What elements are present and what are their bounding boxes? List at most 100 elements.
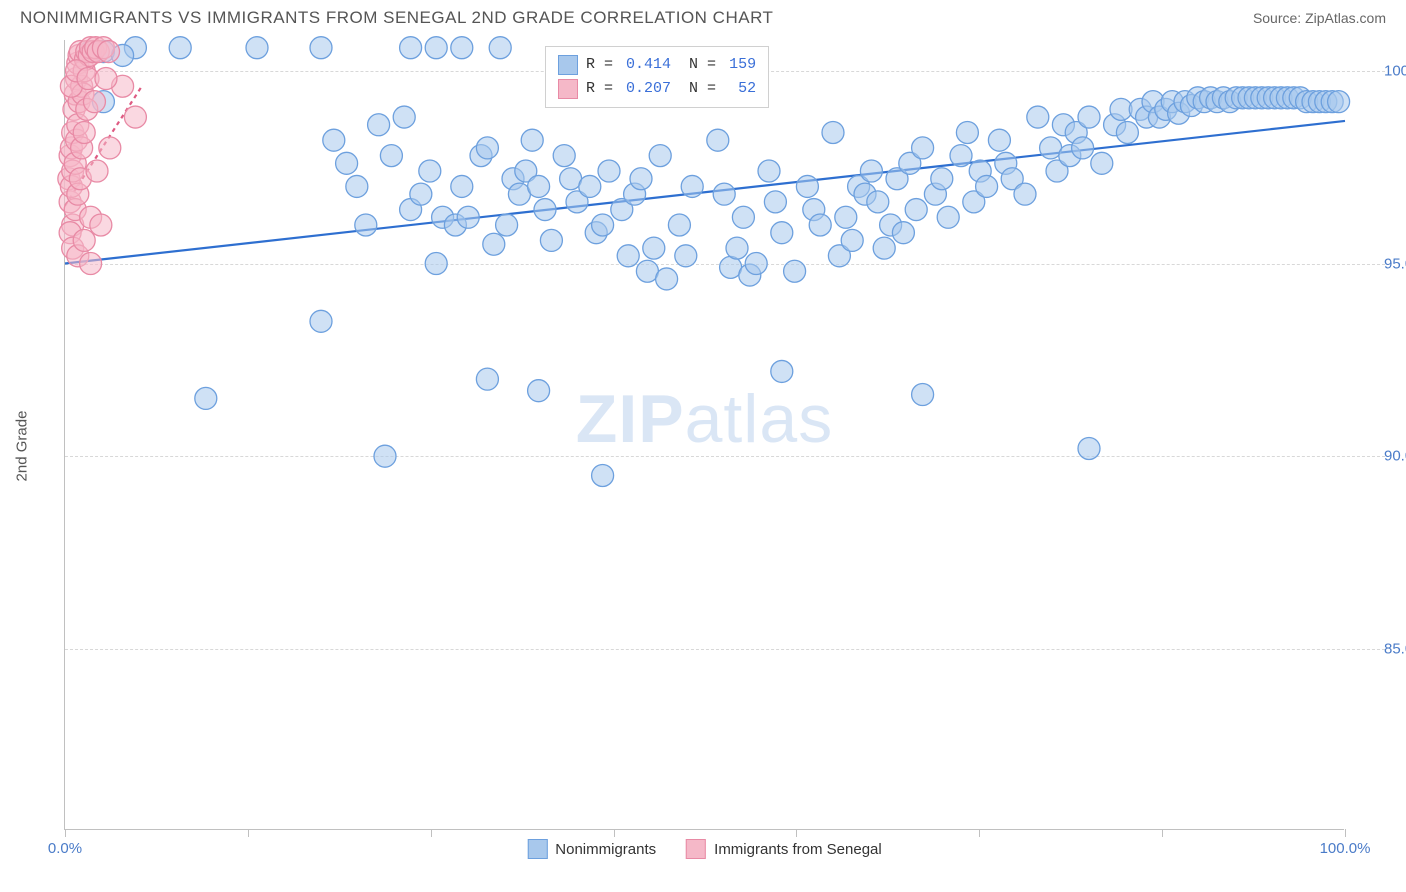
data-point [310, 310, 332, 332]
data-point [380, 145, 402, 167]
data-point [534, 199, 556, 221]
legend-label: Nonimmigrants [555, 841, 656, 858]
x-tick [1345, 829, 1346, 837]
data-point [950, 145, 972, 167]
data-point [410, 183, 432, 205]
data-point [368, 114, 390, 136]
data-point [124, 106, 146, 128]
data-point [553, 145, 575, 167]
data-point [1091, 152, 1113, 174]
data-point [457, 206, 479, 228]
data-point [521, 129, 543, 151]
data-point [451, 175, 473, 197]
data-point [355, 214, 377, 236]
x-tick [248, 829, 249, 837]
data-point [796, 175, 818, 197]
data-point [451, 37, 473, 59]
data-point [374, 445, 396, 467]
data-point [649, 145, 671, 167]
x-tick [614, 829, 615, 837]
data-point [873, 237, 895, 259]
data-point [496, 214, 518, 236]
data-point [73, 121, 95, 143]
y-tick-label: 85.0% [1384, 640, 1406, 657]
x-tick [1162, 829, 1163, 837]
data-point [758, 160, 780, 182]
data-point [956, 121, 978, 143]
data-point [931, 168, 953, 190]
data-point [809, 214, 831, 236]
data-point [95, 68, 117, 90]
data-point [976, 175, 998, 197]
data-point [598, 160, 620, 182]
data-point [905, 199, 927, 221]
data-point [419, 160, 441, 182]
series-legend: Nonimmigrants Immigrants from Senegal [527, 839, 881, 859]
data-point [579, 175, 601, 197]
data-point [822, 121, 844, 143]
data-point [867, 191, 889, 213]
data-point [169, 37, 191, 59]
data-point [643, 237, 665, 259]
data-point [99, 137, 121, 159]
data-point [86, 160, 108, 182]
data-point [425, 37, 447, 59]
data-point [681, 175, 703, 197]
data-point [630, 168, 652, 190]
source-prefix: Source: [1253, 10, 1305, 26]
data-point [912, 137, 934, 159]
x-tick [65, 829, 66, 837]
x-tick [796, 829, 797, 837]
data-point [860, 160, 882, 182]
data-point [73, 229, 95, 251]
data-point [1072, 137, 1094, 159]
chart-container: 85.0%90.0%95.0%100.0% ZIPatlas R = 0.414… [64, 40, 1384, 830]
data-point [83, 91, 105, 113]
data-point [476, 368, 498, 390]
series-legend-item: Immigrants from Senegal [686, 839, 882, 859]
series-legend-item: Nonimmigrants [527, 839, 656, 859]
data-point [764, 191, 786, 213]
data-point [1078, 106, 1100, 128]
y-tick-label: 90.0% [1384, 448, 1406, 465]
data-point [937, 206, 959, 228]
data-point [400, 37, 422, 59]
data-point [425, 253, 447, 275]
legend-row: R = 0.414 N = 159 [558, 53, 756, 77]
legend-swatch [558, 79, 578, 99]
data-point [1027, 106, 1049, 128]
x-tick-label: 100.0% [1320, 840, 1371, 857]
data-point [489, 37, 511, 59]
data-point [483, 233, 505, 255]
data-point [784, 260, 806, 282]
source-name: ZipAtlas.com [1305, 10, 1386, 26]
correlation-legend: R = 0.414 N = 159R = 0.207 N = 52 [545, 46, 769, 108]
data-point [771, 222, 793, 244]
trend-line [65, 121, 1345, 264]
data-point [656, 268, 678, 290]
data-point [988, 129, 1010, 151]
y-axis-label: 2nd Grade [14, 411, 31, 482]
data-point [323, 129, 345, 151]
data-point [668, 214, 690, 236]
data-point [528, 175, 550, 197]
x-tick [979, 829, 980, 837]
data-point [707, 129, 729, 151]
data-point [771, 360, 793, 382]
data-point [346, 175, 368, 197]
y-tick-label: 100.0% [1384, 62, 1406, 79]
data-point [195, 387, 217, 409]
legend-swatch [527, 839, 547, 859]
data-point [1116, 121, 1138, 143]
legend-stats: R = 0.414 N = 159 [586, 53, 756, 77]
data-point [617, 245, 639, 267]
chart-title: NONIMMIGRANTS VS IMMIGRANTS FROM SENEGAL… [20, 8, 773, 28]
scatter-svg [65, 40, 1345, 830]
data-point [726, 237, 748, 259]
source-attribution: Source: ZipAtlas.com [1253, 10, 1386, 26]
data-point [1014, 183, 1036, 205]
legend-row: R = 0.207 N = 52 [558, 77, 756, 101]
y-tick-label: 95.0% [1384, 255, 1406, 272]
data-point [841, 229, 863, 251]
data-point [310, 37, 332, 59]
